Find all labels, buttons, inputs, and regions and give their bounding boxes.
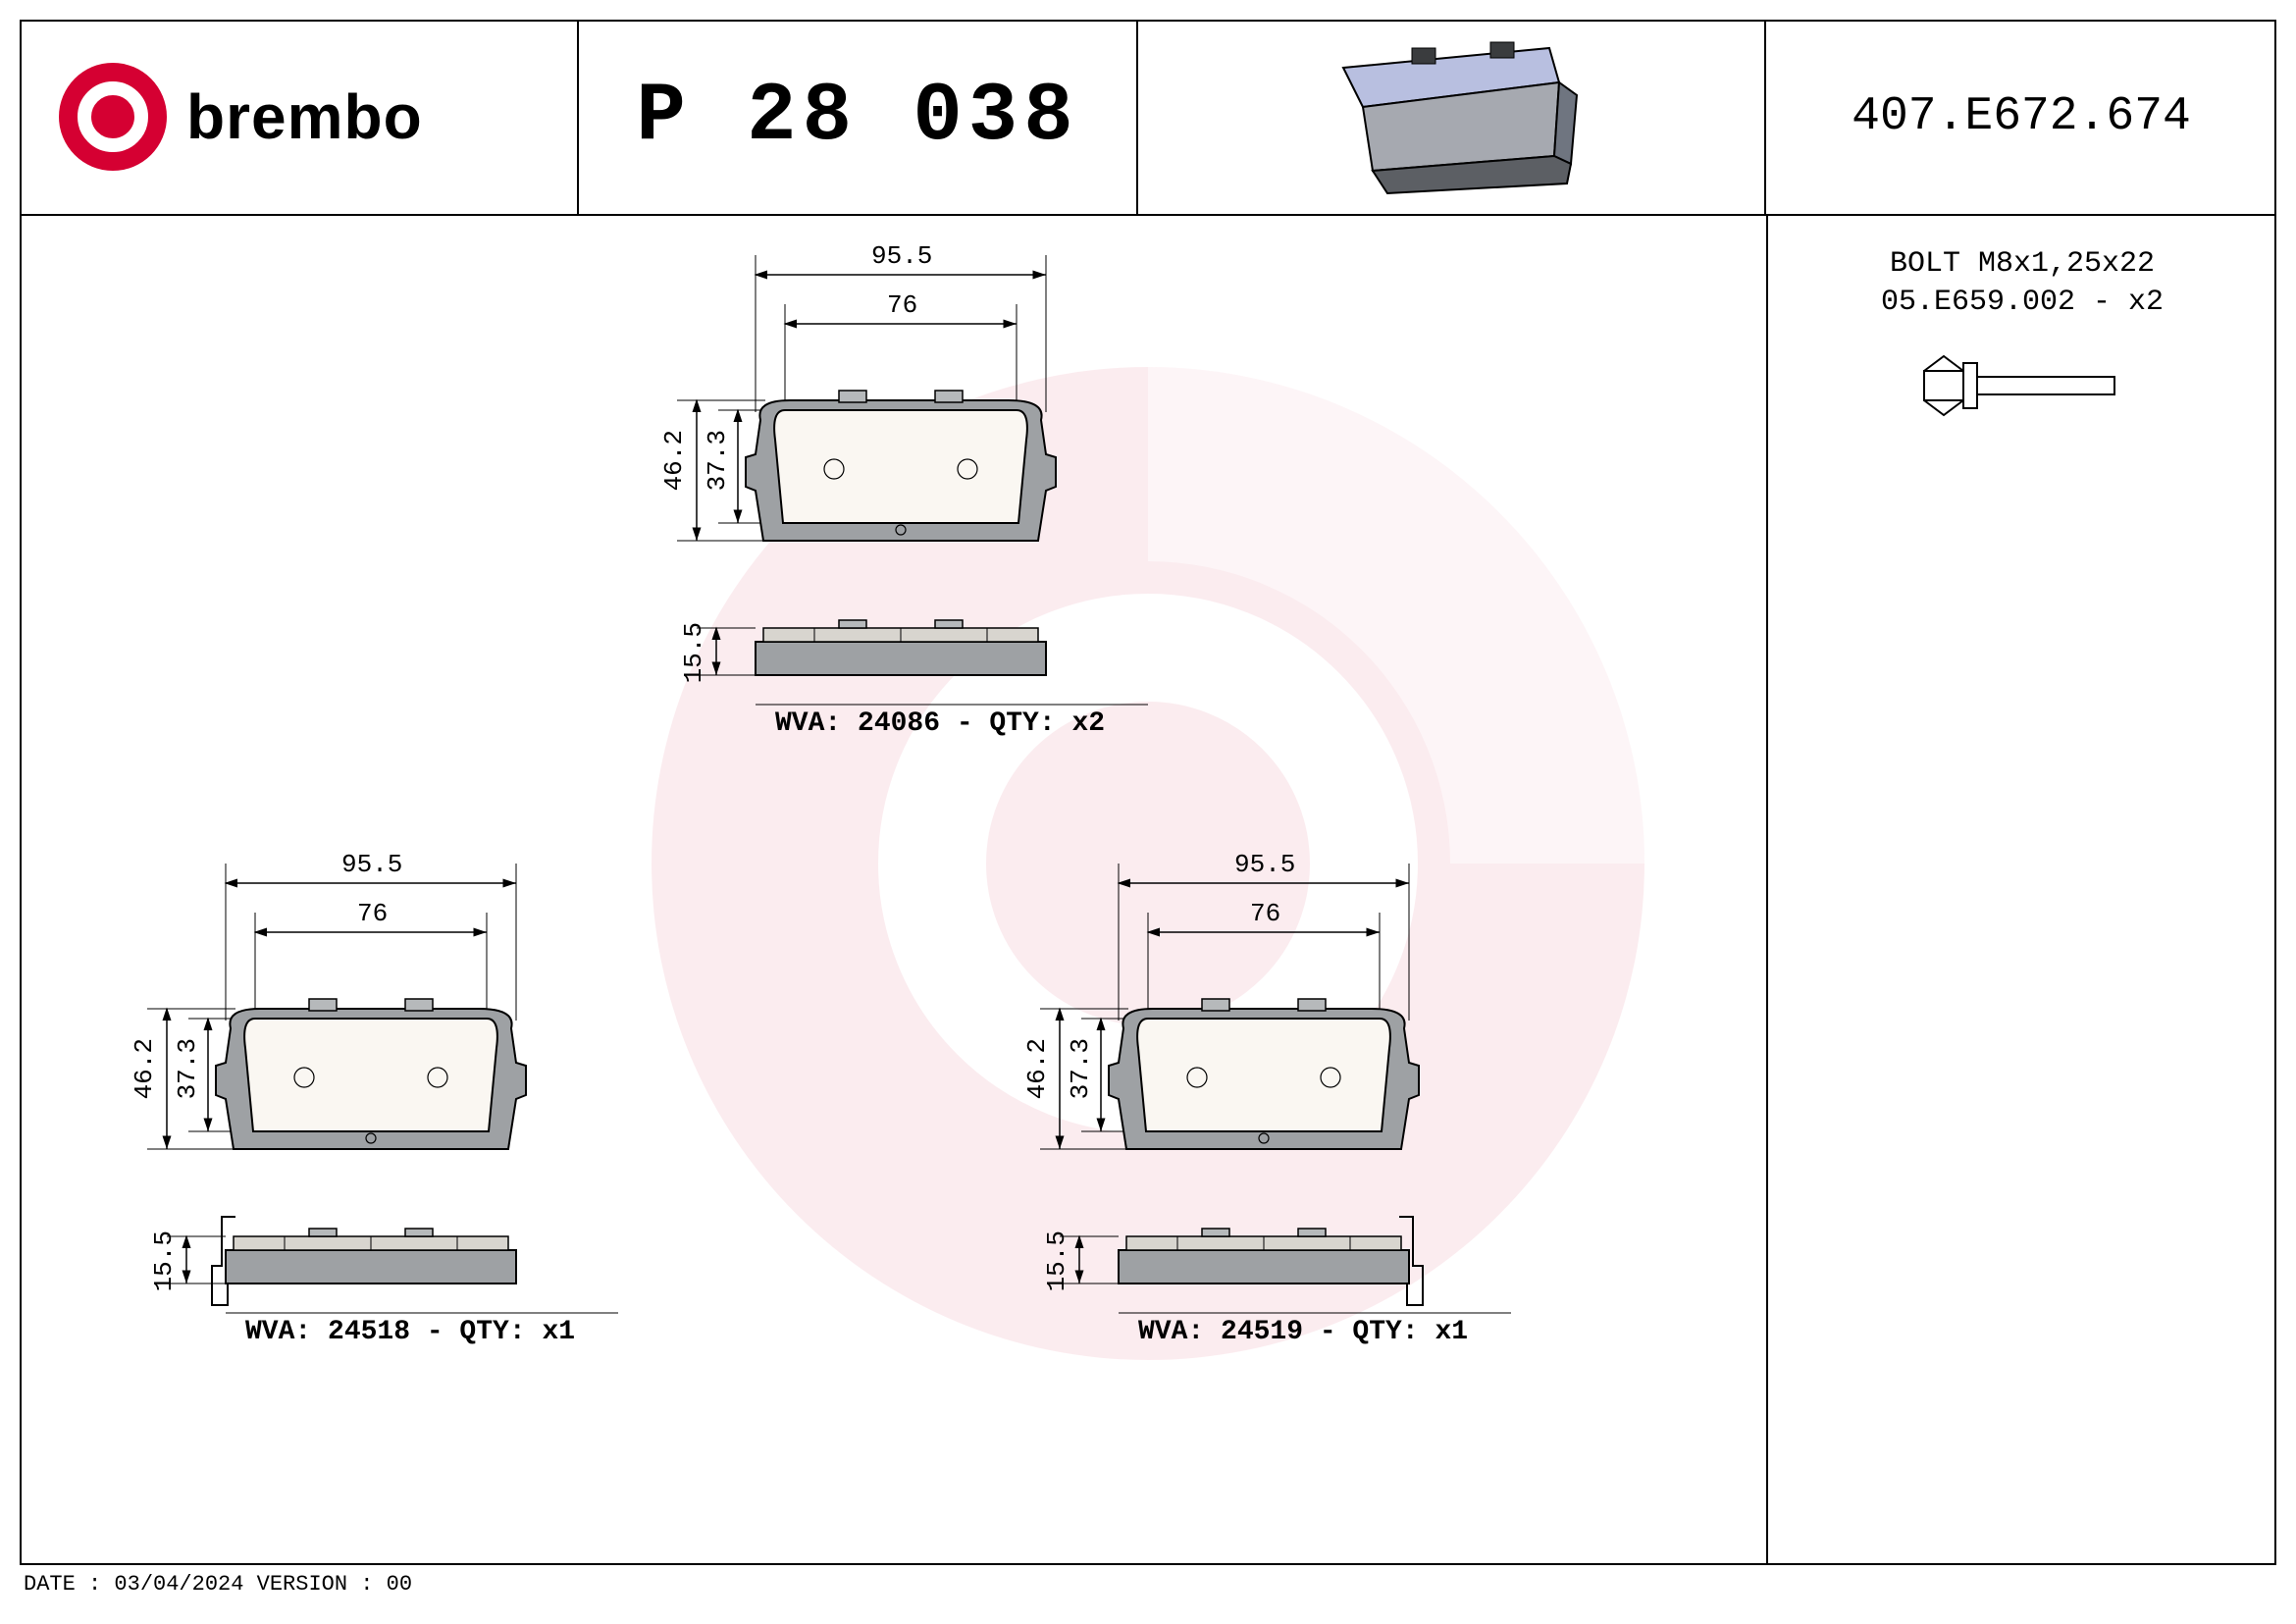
- logo-cell: brembo: [20, 20, 579, 214]
- dim-inner-h: 37.3: [173, 1038, 202, 1099]
- wva-label-top: WVA: 24086 - QTY: x2: [775, 708, 1105, 739]
- dim-overall-h: 46.2: [1022, 1038, 1052, 1099]
- dim-thickness: 15.5: [679, 622, 708, 683]
- drawing-ref-cell: 407.E672.674: [1766, 20, 2276, 214]
- brand-name: brembo: [186, 80, 423, 153]
- brembo-mark-icon: [59, 63, 167, 171]
- pad-view-bottom-left: 95.5 76 46.2 37.3 15.5 WVA: 24518 - QTY:…: [118, 844, 628, 1428]
- wva-label-bl: WVA: 24518 - QTY: x1: [245, 1317, 575, 1347]
- bolt-icon: [1914, 341, 2130, 430]
- wva-label-br: WVA: 24519 - QTY: x1: [1138, 1317, 1468, 1347]
- iso-view-cell: [1138, 20, 1766, 214]
- dim-inner-h: 37.3: [1066, 1038, 1095, 1099]
- dim-inner-h: 37.3: [703, 430, 732, 491]
- dim-inner-w: 76: [887, 290, 917, 320]
- accessories-panel: BOLT M8x1,25x22 05.E659.002 - x2: [1766, 216, 2276, 1565]
- bolt-ref: 05.E659.002 - x2: [1798, 284, 2247, 322]
- dim-overall-h: 46.2: [130, 1038, 159, 1099]
- drawing-sheet: brembo P 28 038 407.E672.674 BOLT M8x1,2…: [0, 0, 2296, 1570]
- footer-revision: DATE : 03/04/2024 VERSION : 00: [24, 1572, 412, 1597]
- part-number-cell: P 28 038: [579, 20, 1138, 214]
- dim-thickness: 15.5: [149, 1231, 179, 1291]
- dim-overall-w: 95.5: [1234, 850, 1295, 879]
- drawing-ref: 407.E672.674: [1852, 90, 2191, 143]
- bolt-spec: BOLT M8x1,25x22: [1798, 245, 2247, 284]
- part-number: P 28 038: [636, 71, 1078, 164]
- dim-overall-w: 95.5: [871, 241, 932, 271]
- pad-view-bottom-right: 95.5 76 46.2 37.3 15.5 WVA: 24519 - QTY:…: [1011, 844, 1521, 1428]
- dim-overall-w: 95.5: [341, 850, 402, 879]
- dim-inner-w: 76: [1250, 899, 1280, 928]
- dim-inner-w: 76: [357, 899, 388, 928]
- dim-thickness: 15.5: [1042, 1231, 1071, 1291]
- dim-overall-h: 46.2: [659, 430, 689, 491]
- brake-pad-3d-icon: [1304, 38, 1598, 195]
- title-block: brembo P 28 038 407.E672.674: [20, 20, 2276, 216]
- pad-view-top: 95.5 76 46.2 37.3 15.5 WVA: 24086 - QTY:…: [648, 236, 1158, 819]
- orthographic-views: 95.5 76 46.2 37.3 15.5 WVA: 24086 - QTY:…: [20, 216, 1764, 1565]
- brand-logo: brembo: [59, 63, 423, 171]
